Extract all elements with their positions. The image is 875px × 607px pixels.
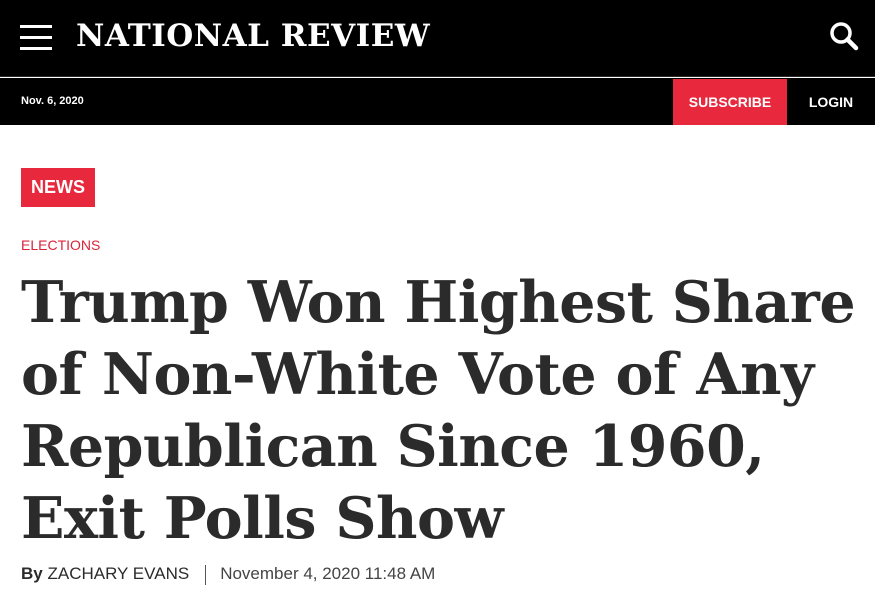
search-icon[interactable] <box>829 21 859 51</box>
news-badge[interactable]: NEWS <box>21 168 95 207</box>
hamburger-line <box>20 36 52 39</box>
article-byline: By ZACHARY EVANS November 4, 2020 11:48 A… <box>21 562 435 586</box>
sub-nav-bar: Nov. 6, 2020 SUBSCRIBE LOGIN <box>0 78 875 125</box>
byline-divider <box>205 564 207 585</box>
article-headline: Trump Won Highest Share of Non-White Vot… <box>21 269 856 552</box>
subscribe-button[interactable]: SUBSCRIBE <box>673 79 787 125</box>
hamburger-line <box>20 25 52 28</box>
byline-prefix: By <box>21 564 43 583</box>
current-date: Nov. 6, 2020 <box>21 95 84 107</box>
author-link[interactable]: ZACHARY EVANS <box>47 564 190 583</box>
publish-date: November 4, 2020 11:48 AM <box>220 564 436 583</box>
category-link[interactable]: ELECTIONS <box>21 237 101 253</box>
login-button[interactable]: LOGIN <box>787 79 875 125</box>
top-nav-bar: NATIONAL REVIEW <box>0 0 875 77</box>
hamburger-menu-icon[interactable] <box>20 25 52 51</box>
site-logo[interactable]: NATIONAL REVIEW <box>76 18 431 54</box>
hamburger-line <box>20 47 52 50</box>
